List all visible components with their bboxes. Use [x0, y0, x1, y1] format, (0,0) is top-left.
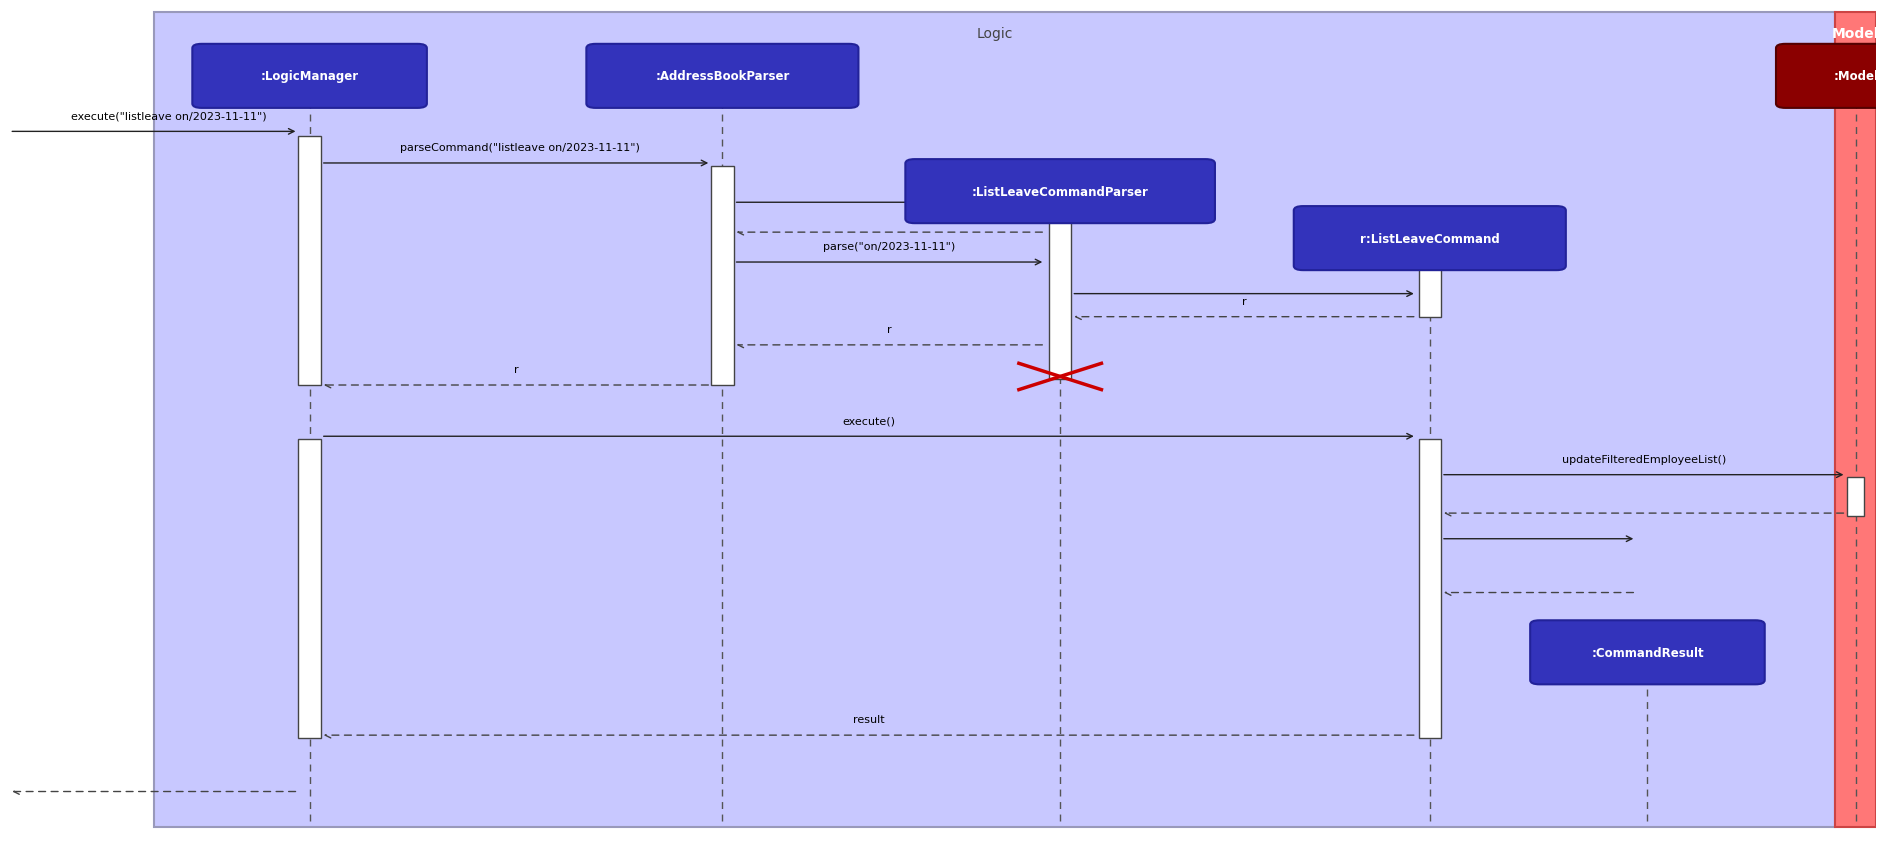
FancyBboxPatch shape [298, 136, 320, 386]
Text: r: r [887, 324, 891, 334]
Text: :CommandResult: :CommandResult [1592, 646, 1703, 659]
Text: updateFilteredEmployeeList(): updateFilteredEmployeeList() [1562, 454, 1726, 464]
FancyBboxPatch shape [298, 439, 320, 738]
FancyBboxPatch shape [1848, 478, 1863, 516]
FancyBboxPatch shape [1419, 439, 1441, 738]
FancyBboxPatch shape [1049, 220, 1072, 380]
Text: r: r [514, 364, 518, 374]
FancyBboxPatch shape [710, 166, 733, 386]
Text: execute(): execute() [842, 415, 895, 426]
FancyBboxPatch shape [906, 160, 1215, 223]
FancyBboxPatch shape [1635, 624, 1658, 681]
Text: Logic: Logic [976, 27, 1014, 41]
Text: result: result [853, 714, 885, 724]
FancyBboxPatch shape [1419, 266, 1441, 317]
FancyBboxPatch shape [1777, 44, 1884, 108]
Text: Model: Model [1831, 27, 1880, 41]
FancyBboxPatch shape [192, 44, 428, 108]
FancyBboxPatch shape [154, 13, 1835, 827]
Text: :ListLeaveCommandParser: :ListLeaveCommandParser [972, 185, 1149, 199]
FancyBboxPatch shape [1530, 621, 1765, 684]
FancyBboxPatch shape [1294, 207, 1566, 271]
FancyBboxPatch shape [1835, 13, 1876, 827]
Text: r: r [1242, 296, 1247, 306]
Text: parseCommand("listleave on/2023-11-11"): parseCommand("listleave on/2023-11-11") [399, 142, 641, 153]
Text: r:ListLeaveCommand: r:ListLeaveCommand [1360, 232, 1500, 246]
FancyBboxPatch shape [586, 44, 859, 108]
Text: :AddressBookParser: :AddressBookParser [656, 70, 789, 84]
Text: :LogicManager: :LogicManager [260, 70, 358, 84]
Text: execute("listleave on/2023-11-11"): execute("listleave on/2023-11-11") [72, 111, 268, 121]
Text: :Model: :Model [1833, 70, 1878, 84]
Text: parse("on/2023-11-11"): parse("on/2023-11-11") [823, 241, 955, 252]
